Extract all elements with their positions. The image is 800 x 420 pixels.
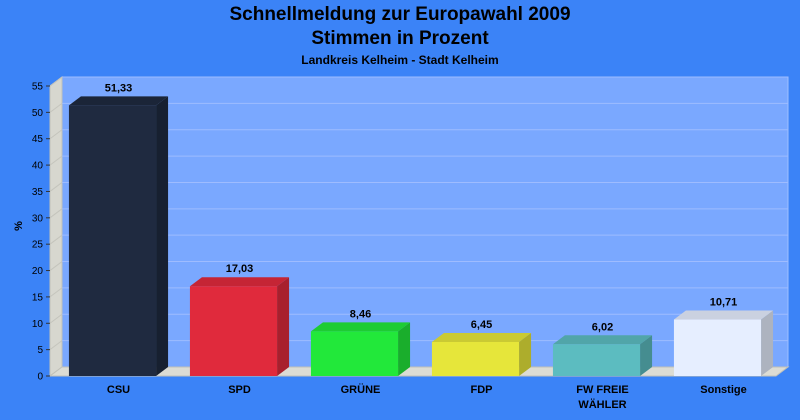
y-tick-label: 15 (32, 292, 44, 303)
bar-value-label: 51,33 (105, 82, 133, 94)
gridline-side (49, 182, 63, 192)
bar-top (68, 96, 169, 106)
x-category-label: SPD (228, 384, 251, 396)
bar-top (552, 335, 653, 345)
gridline-side (49, 287, 63, 298)
y-tick-label: 10 (32, 319, 44, 330)
bar-value-label: 10,71 (710, 297, 738, 309)
bar-top (189, 277, 290, 287)
bar-side (519, 332, 532, 376)
bar (310, 331, 399, 376)
y-tick-label: 55 (32, 82, 44, 93)
bar-value-label: 6,45 (471, 319, 492, 331)
y-tick-label: 35 (32, 187, 44, 198)
y-tick-label: 45 (32, 134, 44, 145)
bar (68, 105, 157, 377)
chart-title: Schnellmeldung zur Europawahl 2009 (229, 4, 571, 25)
y-tick-label: 40 (32, 161, 44, 172)
gridline-side (49, 313, 63, 324)
y-tick-label: 5 (37, 345, 43, 356)
bar-side (277, 277, 290, 376)
x-category-label: FW FREIE (576, 384, 629, 396)
gridline-side (49, 340, 63, 351)
x-category-label: FDP (471, 384, 493, 396)
plot-back-wall (61, 76, 789, 368)
gridline-side (49, 155, 63, 166)
bar-side (640, 335, 653, 376)
gridline-side (49, 234, 63, 245)
gridline-side (49, 208, 63, 219)
bar-side (761, 310, 774, 376)
bar-top (310, 322, 411, 332)
bar (431, 341, 520, 376)
gridline-side (49, 261, 63, 271)
bar-value-label: 8,46 (350, 308, 371, 320)
bar-side (156, 96, 169, 377)
bar-top (673, 310, 774, 320)
y-tick-label: 50 (32, 108, 44, 119)
y-tick-label: 20 (32, 266, 44, 277)
y-tick-label: 25 (32, 240, 44, 251)
gridline-side (49, 76, 63, 87)
bar (189, 286, 278, 376)
x-category-label: CSU (107, 384, 130, 396)
bar-side (398, 322, 411, 376)
y-tick-label: 30 (32, 213, 44, 224)
y-axis-title: % (13, 221, 25, 231)
y-tick-label: 0 (37, 372, 43, 383)
bar-value-label: 6,02 (592, 321, 613, 333)
bar-top (431, 332, 532, 342)
bar (673, 319, 762, 376)
bar (552, 344, 641, 376)
plot-left-wall (49, 76, 63, 377)
chart-subtitle: Landkreis Kelheim - Stadt Kelheim (301, 53, 499, 67)
x-category-label: GRÜNE (341, 383, 381, 396)
bar-value-label: 17,03 (226, 263, 254, 275)
x-category-label: Sonstige (700, 384, 746, 396)
x-category-label: WÄHLER (578, 398, 626, 411)
gridline-side (49, 102, 63, 113)
chart-title-line2: Stimmen in Prozent (311, 28, 489, 49)
gridline-side (49, 129, 63, 140)
